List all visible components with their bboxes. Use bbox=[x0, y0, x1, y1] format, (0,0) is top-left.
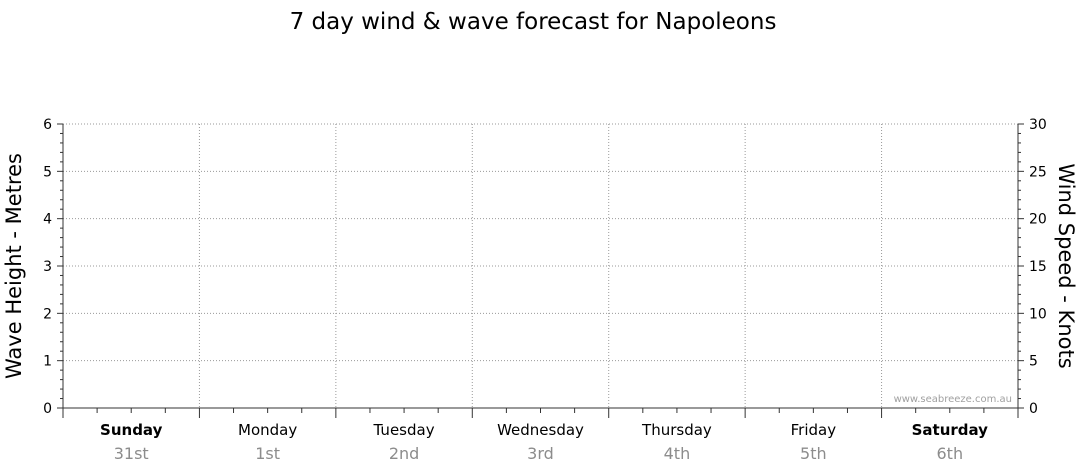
y-tick-label-left: 6 bbox=[43, 117, 52, 133]
y-tick-label-left: 5 bbox=[43, 164, 52, 180]
x-tick-label-day: Saturday bbox=[912, 421, 989, 439]
y-tick-label-right: 0 bbox=[1029, 401, 1038, 417]
grid-lines bbox=[63, 123, 1018, 408]
y-tick-label-left: 3 bbox=[43, 259, 52, 275]
y-tick-label-right: 15 bbox=[1029, 259, 1047, 275]
x-tick-label-date: 4th bbox=[664, 444, 691, 463]
y-tick-label-left: 4 bbox=[43, 212, 52, 228]
y-tick-label-left: 1 bbox=[43, 354, 52, 370]
chart-title: 7 day wind & wave forecast for Napoleons bbox=[290, 9, 777, 35]
y-axis-title-left: Wave Height - Metres bbox=[2, 153, 26, 379]
x-tick-label-date: 5th bbox=[800, 444, 827, 463]
x-tick-label-day: Sunday bbox=[100, 421, 163, 439]
y-tick-label-left: 0 bbox=[43, 401, 52, 417]
x-tick-label-date: 6th bbox=[936, 444, 963, 463]
y-axis-title-right: Wind Speed - Knots bbox=[1054, 163, 1078, 368]
x-tick-label-date: 2nd bbox=[389, 444, 419, 463]
x-tick-label-day: Wednesday bbox=[497, 421, 584, 439]
y-tick-label-right: 25 bbox=[1029, 164, 1047, 180]
x-tick-label-day: Friday bbox=[791, 421, 837, 439]
watermark-text: www.seabreeze.com.au bbox=[894, 394, 1012, 405]
y-tick-label-right: 10 bbox=[1029, 306, 1047, 322]
x-tick-label-day: Monday bbox=[238, 421, 297, 439]
x-tick-label-date: 3rd bbox=[527, 444, 554, 463]
y-tick-label-right: 5 bbox=[1029, 354, 1038, 370]
y-tick-label-right: 30 bbox=[1029, 117, 1047, 133]
y-tick-label-right: 20 bbox=[1029, 212, 1047, 228]
x-tick-label-day: Tuesday bbox=[373, 421, 435, 439]
x-tick-label-date: 1st bbox=[255, 444, 280, 463]
y-tick-label-left: 2 bbox=[43, 306, 52, 322]
tick-labels: 0 1 2 3 4 5 6 0 5 10 15 20 25 30 Sunday 31st Monday 1st Tu… bbox=[43, 117, 1047, 463]
axes bbox=[57, 123, 1024, 418]
x-tick-label-day: Thursday bbox=[641, 421, 712, 439]
x-tick-label-date: 31st bbox=[114, 444, 149, 463]
